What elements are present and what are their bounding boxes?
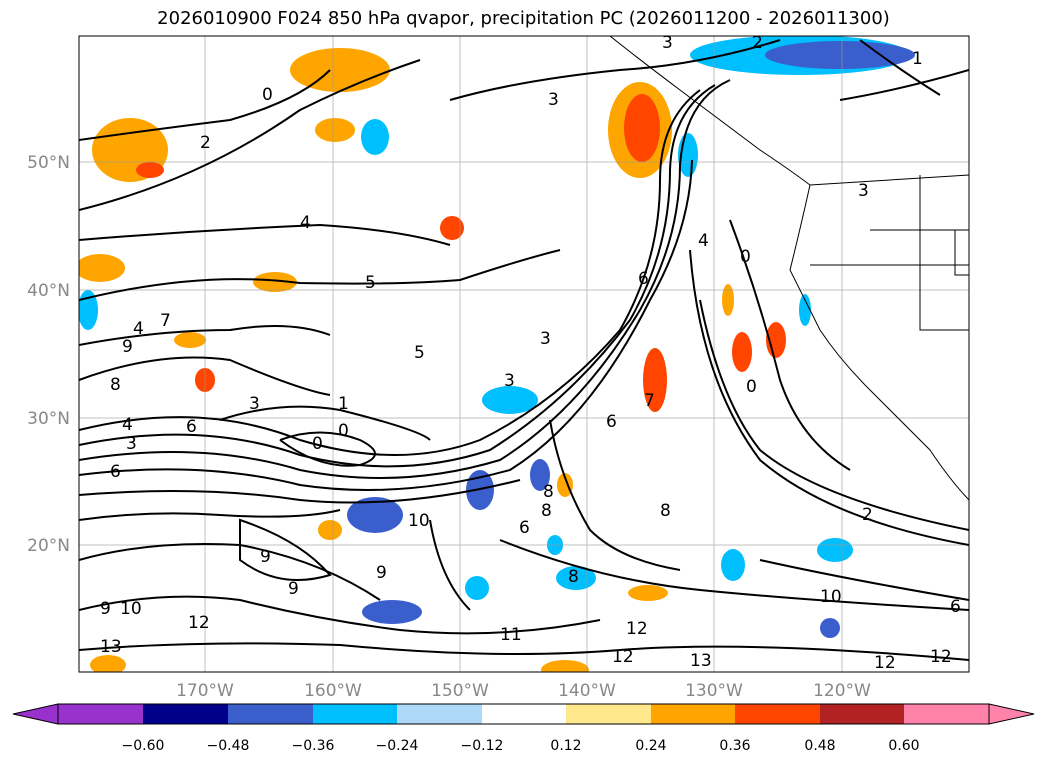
contour-label: 9 (288, 579, 299, 599)
contour-label: 2 (200, 133, 211, 153)
colorbar-extend-right (988, 703, 1035, 725)
coastlines (609, 36, 969, 501)
contour-label: 6 (606, 412, 617, 432)
contour-label: 8 (110, 375, 121, 395)
contour-label: 10 (820, 587, 842, 607)
colorbar-label: 0.24 (635, 738, 666, 754)
contour-label: 0 (746, 377, 757, 397)
lat-axis: 50°N 40°N 30°N 20°N (27, 153, 70, 556)
contour-label: 3 (662, 33, 673, 53)
lat-tick-label: 30°N (27, 409, 70, 429)
contour-label: 3 (504, 371, 515, 391)
contour-label: 3 (548, 90, 559, 110)
contour-label: 12 (188, 613, 210, 633)
colorbar-segment (566, 704, 651, 724)
lon-tick-label: 120°W (813, 681, 871, 701)
contour-label: 9 (100, 599, 111, 619)
contour-label: 6 (950, 597, 961, 617)
colorbar-segment (58, 704, 143, 724)
contour-label: 8 (541, 501, 552, 521)
contour-label: 6 (110, 462, 121, 482)
contour-label: 6 (519, 518, 530, 538)
contour-label: 1 (338, 394, 349, 414)
colorbar-segment (735, 704, 820, 724)
contour-label: 4 (122, 415, 133, 435)
contour-label: 3 (540, 329, 551, 349)
contour-label: 11 (500, 625, 522, 645)
map-content: 3 2 1 0 2 3 4 5 4 7 9 8 4 3 6 3 1 0 0 5 … (79, 33, 969, 673)
contour-label: 0 (740, 247, 751, 267)
colorbar-label: −0.60 (122, 738, 165, 754)
colorbar-label: −0.48 (207, 738, 250, 754)
contour-label: 12 (930, 647, 952, 667)
contour-label: 5 (365, 273, 376, 293)
map-frame (78, 35, 970, 673)
colorbar-segment (820, 704, 904, 724)
qvapor-contours (79, 39, 969, 661)
colorbar-label: 0.36 (719, 738, 750, 754)
contour-label: 2 (752, 33, 763, 53)
precip-shading (79, 36, 915, 672)
colorbar-label: −0.36 (292, 738, 335, 754)
contour-label: 4 (133, 319, 144, 339)
contour-label: 4 (698, 231, 709, 251)
contour-label: 0 (312, 434, 323, 454)
colorbar-label: 0.12 (550, 738, 581, 754)
contour-label: 12 (874, 653, 896, 673)
colorbar-frame (57, 703, 990, 725)
contour-label: 4 (300, 213, 311, 233)
lon-tick-label: 150°W (431, 681, 489, 701)
lon-axis: 170°W 160°W 150°W 140°W 130°W 120°W (176, 681, 871, 701)
contour-label: 13 (100, 637, 122, 657)
contour-label: 12 (626, 619, 648, 639)
colorbar-label: 0.48 (804, 738, 835, 754)
colorbar-segment (482, 704, 566, 724)
colorbar-label: −0.12 (461, 738, 504, 754)
contour-label: 8 (660, 501, 671, 521)
colorbar-segment (651, 704, 735, 724)
lon-tick-label: 140°W (558, 681, 616, 701)
contour-label: 9 (260, 547, 271, 567)
colorbar-segment (397, 704, 482, 724)
contour-label: 3 (858, 181, 869, 201)
contour-label: 3 (249, 394, 260, 414)
contour-label: 3 (126, 434, 137, 454)
colorbar-segment (313, 704, 397, 724)
lat-tick-label: 40°N (27, 281, 70, 301)
contour-label: 6 (186, 417, 197, 437)
contour-labels: 3 2 1 0 2 3 4 5 4 7 9 8 4 3 6 3 1 0 0 5 … (100, 33, 961, 673)
lat-tick-label: 20°N (27, 536, 70, 556)
contour-label: 5 (414, 343, 425, 363)
lon-tick-label: 160°W (304, 681, 362, 701)
lat-tick-label: 50°N (27, 153, 70, 173)
contour-label: 9 (376, 563, 387, 583)
contour-label: 7 (644, 391, 655, 411)
lon-tick-label: 130°W (685, 681, 743, 701)
colorbar: −0.60 −0.48 −0.36 −0.24 −0.12 0.12 0.24 … (12, 703, 1035, 754)
map-panel (79, 36, 969, 672)
contour-label: 8 (568, 567, 579, 587)
contour-label: 13 (690, 651, 712, 671)
colorbar-segment (143, 704, 228, 724)
colorbar-segment (228, 704, 313, 724)
colorbar-extend-left (12, 703, 59, 725)
colorbar-label: −0.24 (376, 738, 419, 754)
map-title: 2026010900 F024 850 hPa qvapor, precipit… (157, 8, 890, 29)
colorbar-segment (904, 704, 989, 724)
contour-label: 6 (638, 269, 649, 289)
contour-label: 0 (338, 421, 349, 441)
contour-label: 8 (543, 482, 554, 502)
contour-label: 0 (262, 85, 273, 105)
lon-tick-label: 170°W (176, 681, 234, 701)
contour-label: 10 (408, 511, 430, 531)
contour-label: 9 (122, 337, 133, 357)
contour-label: 12 (612, 647, 634, 667)
colorbar-label: 0.60 (888, 738, 919, 754)
contour-label: 7 (160, 311, 171, 331)
contour-label: 2 (862, 505, 873, 525)
contour-label: 1 (912, 49, 923, 69)
contour-label: 10 (120, 599, 142, 619)
